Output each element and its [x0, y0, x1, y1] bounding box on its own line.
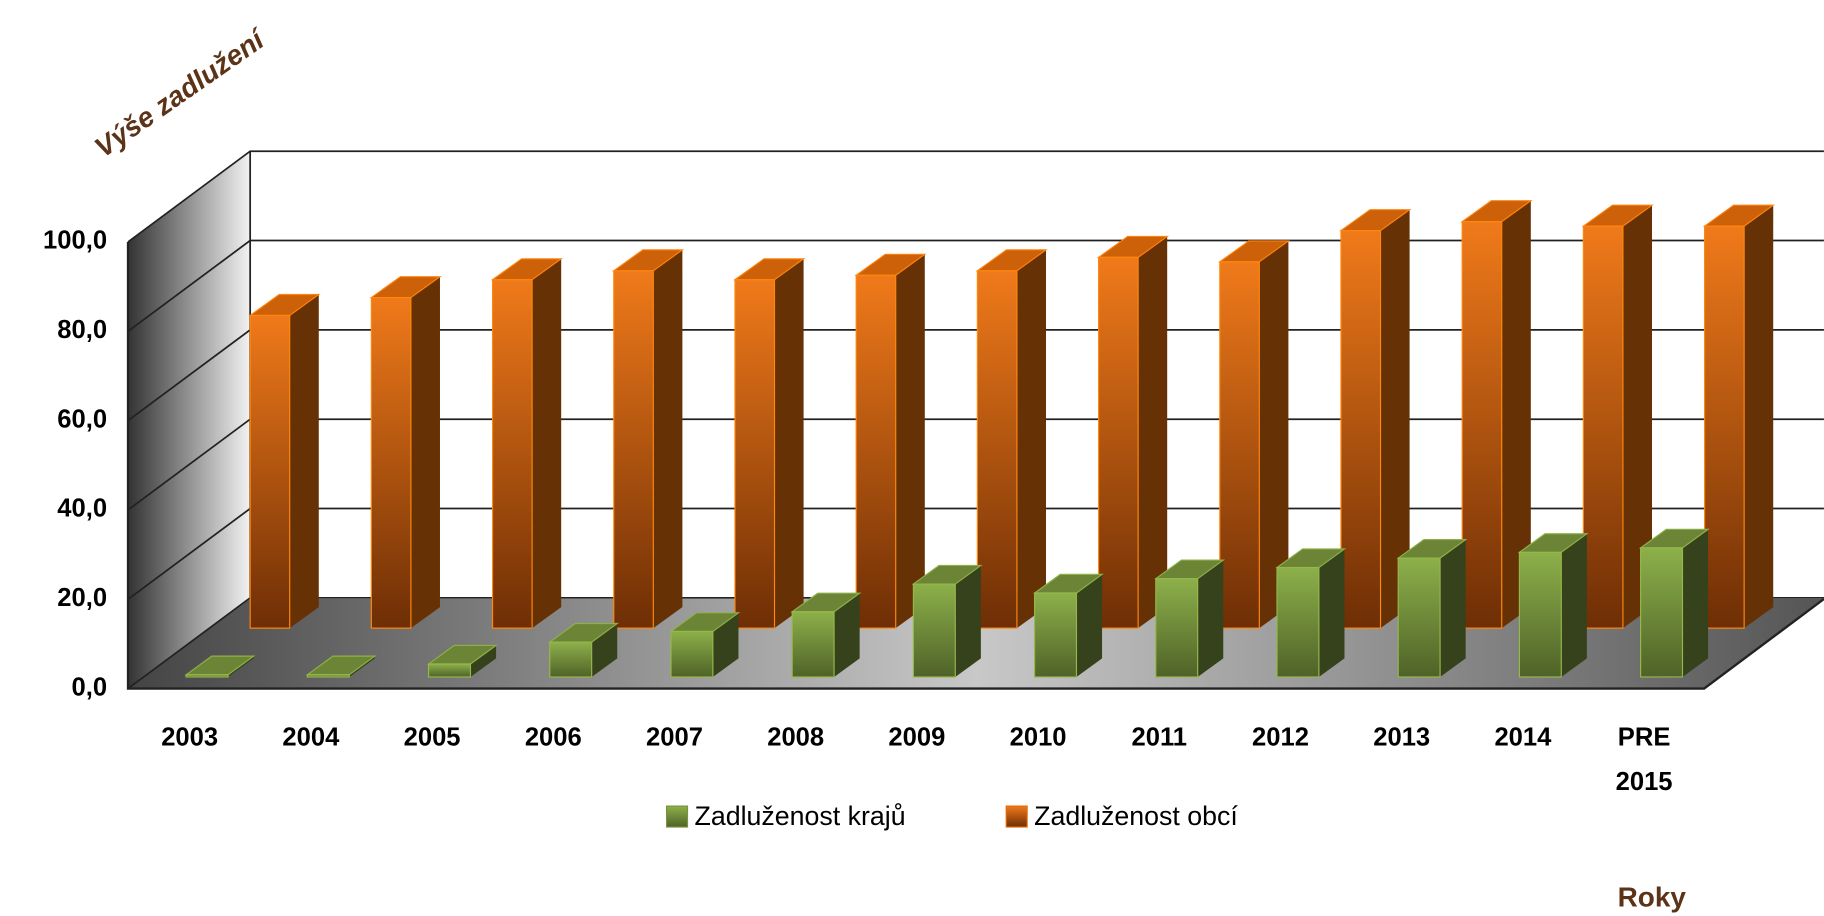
x-tick-label: 2014 — [1494, 723, 1552, 751]
bar — [1277, 549, 1344, 677]
bar-side — [1017, 250, 1046, 628]
bar — [1156, 560, 1223, 677]
bar-front — [792, 612, 834, 677]
bar-front — [1398, 558, 1440, 677]
page: Výše zadlužení Roky 0,0 20,0 40,0 60,0 80,0 1… — [0, 0, 1824, 916]
legend-label: Zadluženost obcí — [1034, 801, 1238, 831]
bar — [1641, 529, 1708, 677]
bar-front — [1341, 231, 1381, 629]
x-tick-label: 2013 — [1373, 723, 1430, 751]
bar-side — [653, 250, 682, 628]
bar-front — [1705, 226, 1745, 628]
legend-swatch — [667, 806, 688, 827]
bar-front — [856, 275, 896, 628]
y-tick-label: 60,0 — [57, 405, 107, 433]
bar — [735, 259, 804, 628]
bar-side — [411, 277, 440, 628]
bar-side — [1561, 534, 1587, 677]
bar-front — [1220, 262, 1260, 628]
x-tick-label: 2004 — [282, 723, 340, 751]
bar-front — [550, 642, 592, 677]
bar-front — [977, 271, 1017, 628]
bar-front — [186, 675, 228, 677]
x-axis-title: Roky — [1618, 882, 1687, 913]
bar-front — [1462, 222, 1502, 628]
grid-line — [128, 151, 1824, 242]
bar — [614, 250, 683, 628]
bar — [792, 593, 859, 677]
bar — [371, 277, 440, 628]
bar-side — [896, 254, 925, 628]
bar-front — [429, 664, 471, 677]
x-tick-label: 2009 — [888, 723, 945, 751]
bar-side — [290, 295, 319, 629]
x-tick-label: 2011 — [1132, 723, 1188, 751]
legend-label: Zadluženost krajů — [694, 801, 905, 831]
y-tick-label: 20,0 — [57, 584, 107, 612]
left-wall — [128, 151, 250, 688]
bar — [1398, 540, 1465, 677]
bar — [913, 565, 980, 677]
bar-side — [532, 259, 561, 628]
bar — [493, 259, 562, 628]
y-tick-label: 40,0 — [57, 495, 107, 523]
y-tick-label: 100,0 — [43, 227, 107, 255]
bar-side — [1198, 560, 1224, 677]
bar-front — [1583, 226, 1623, 628]
bar-front — [371, 298, 411, 629]
bar-front — [493, 280, 533, 628]
chart: Výše zadlužení Roky 0,0 20,0 40,0 60,0 80,0 1… — [0, 0, 1824, 916]
bar — [1519, 534, 1586, 677]
bar-front — [307, 675, 349, 677]
bar-front — [1156, 579, 1198, 677]
bar-front — [1277, 568, 1319, 677]
bar — [250, 295, 319, 629]
x-tick-label: 2010 — [1010, 723, 1067, 751]
bar-side — [955, 565, 981, 677]
bar — [856, 254, 925, 628]
x-tick-label: 2012 — [1252, 723, 1309, 751]
bar-side — [1744, 205, 1773, 628]
bar-front — [250, 315, 290, 628]
x-tick-label: 2003 — [161, 723, 218, 751]
bar-front — [913, 584, 955, 677]
bar-front — [614, 271, 654, 628]
bar — [1705, 205, 1774, 628]
bar-side — [775, 259, 804, 628]
bar — [1099, 236, 1168, 628]
y-tick-label: 0,0 — [72, 673, 108, 701]
bar-front — [1035, 593, 1077, 677]
bar-front — [1641, 548, 1683, 677]
bar-side — [1682, 529, 1708, 677]
bar-side — [1440, 540, 1466, 677]
x-tick-label: 2008 — [767, 723, 824, 751]
bar — [1035, 574, 1102, 677]
x-tick-label: 2007 — [646, 723, 703, 751]
bar-front — [671, 631, 713, 677]
x-tick-label: 2006 — [525, 723, 582, 751]
x-tick-label: 2005 — [404, 723, 461, 751]
y-tick-label: 80,0 — [57, 316, 107, 344]
bar — [977, 250, 1046, 628]
y-axis-title: Výše zadlužení — [89, 22, 272, 163]
bar-side — [1319, 549, 1345, 677]
bar-front — [1099, 257, 1139, 628]
bar-front — [1519, 552, 1561, 677]
bar-side — [1138, 236, 1167, 628]
legend-swatch — [1006, 806, 1027, 827]
bar-front — [735, 280, 775, 628]
